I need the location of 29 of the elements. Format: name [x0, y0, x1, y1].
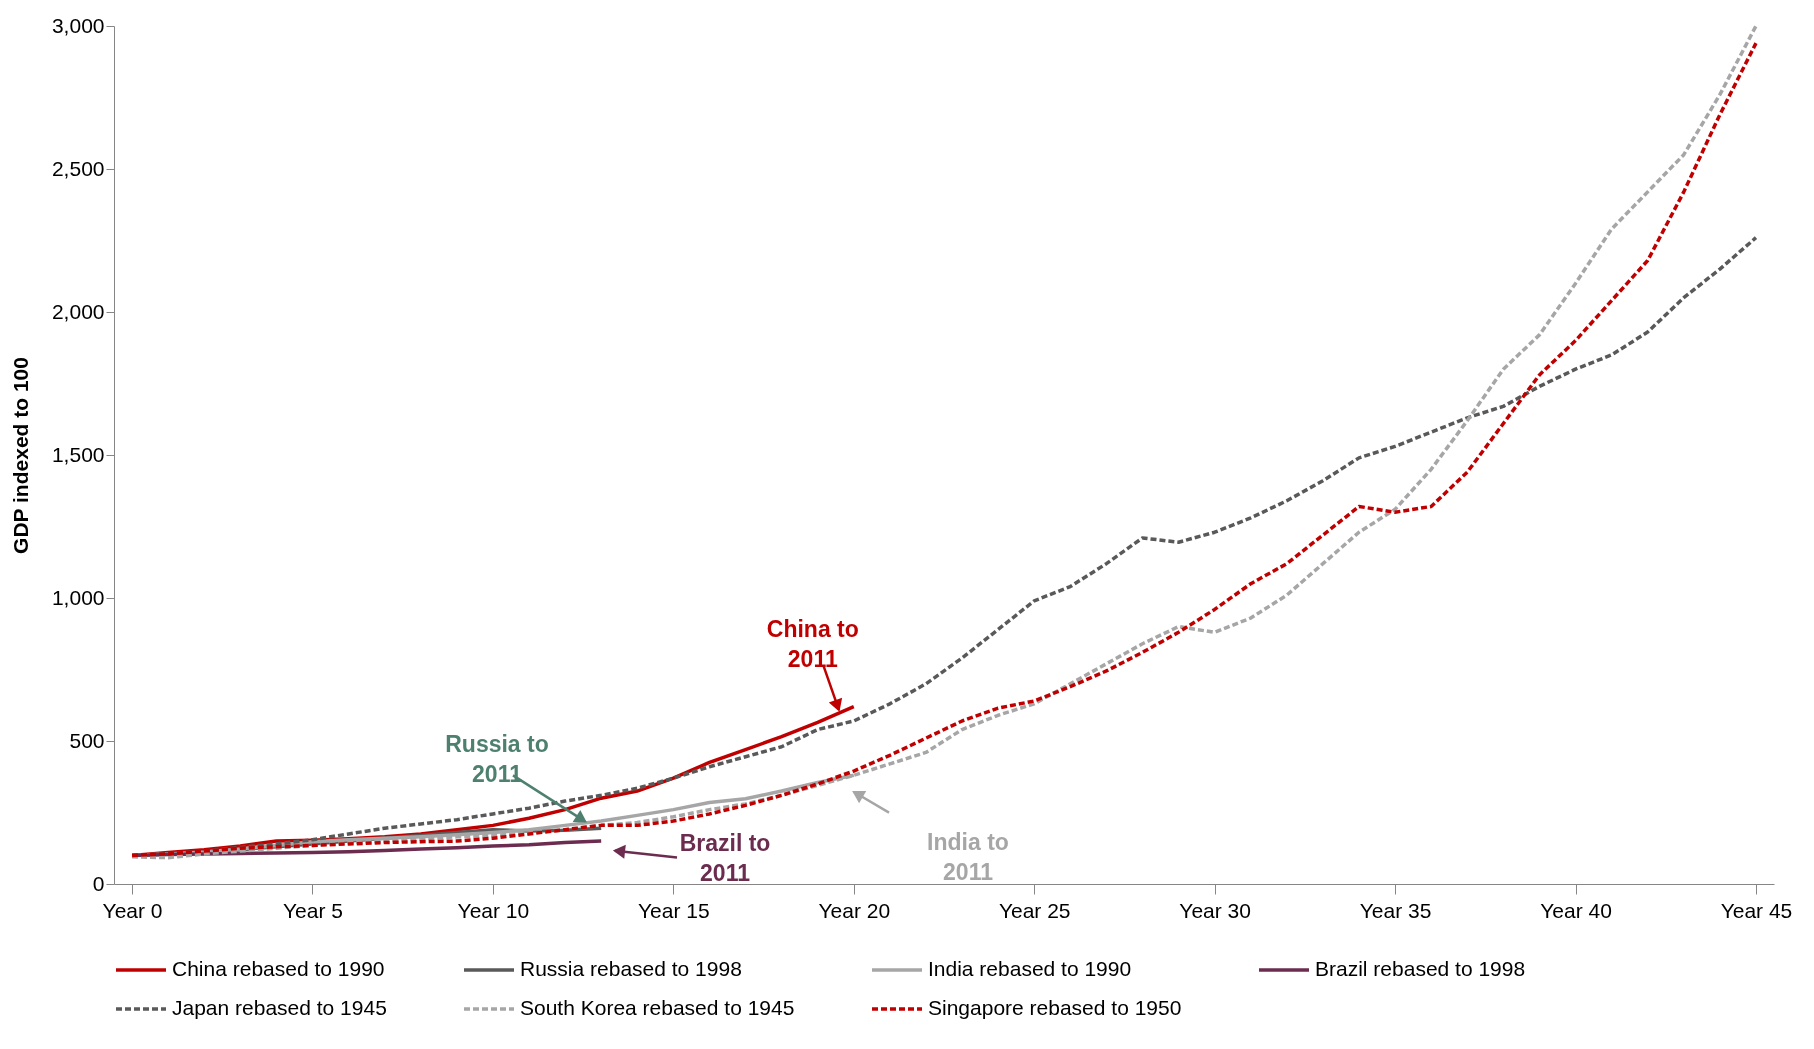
x-tick-label: Year 30 — [1179, 898, 1251, 922]
y-tick-label: 1,000 — [51, 585, 105, 609]
annotation: China to 2011 — [766, 616, 859, 673]
x-tick-label: Year 40 — [1540, 898, 1612, 922]
legend-label: Japan rebased to 1945 — [172, 996, 387, 1019]
x-tick-label: Year 25 — [998, 898, 1071, 922]
legend-label: China rebased to 1990 — [172, 957, 385, 980]
x-tick-label: Year 0 — [102, 898, 163, 922]
legend-label: Russia rebased to 1998 — [520, 957, 742, 980]
legend-label: Singapore rebased to 1950 — [928, 996, 1182, 1019]
x-tick-label: Year 5 — [283, 898, 343, 922]
y-tick-label: 2,500 — [51, 156, 105, 180]
annotation: Russia to 2011 — [445, 731, 549, 788]
y-tick-label: 500 — [69, 728, 105, 752]
x-tick-label: Year 20 — [818, 898, 891, 922]
annotation: Brazil to 2011 — [679, 829, 771, 886]
legend-label: India rebased to 1990 — [928, 957, 1132, 980]
x-tick-label: Year 45 — [1720, 898, 1793, 922]
x-tick-label: Year 15 — [638, 898, 710, 922]
y-tick-label: 3,000 — [51, 13, 105, 37]
legend-label: South Korea rebased to 1945 — [520, 996, 795, 1019]
x-tick-label: Year 35 — [1359, 898, 1432, 922]
y-tick-label: 1,500 — [51, 442, 105, 466]
annotation: India to 2011 — [927, 828, 1009, 885]
x-tick-label: Year 10 — [457, 898, 530, 922]
y-tick-label: 2,000 — [51, 299, 105, 323]
y-axis-title: GDP indexed to 100 — [8, 357, 32, 554]
y-tick-label: 0 — [92, 871, 105, 895]
legend-label: Brazil rebased to 1998 — [1315, 957, 1526, 980]
